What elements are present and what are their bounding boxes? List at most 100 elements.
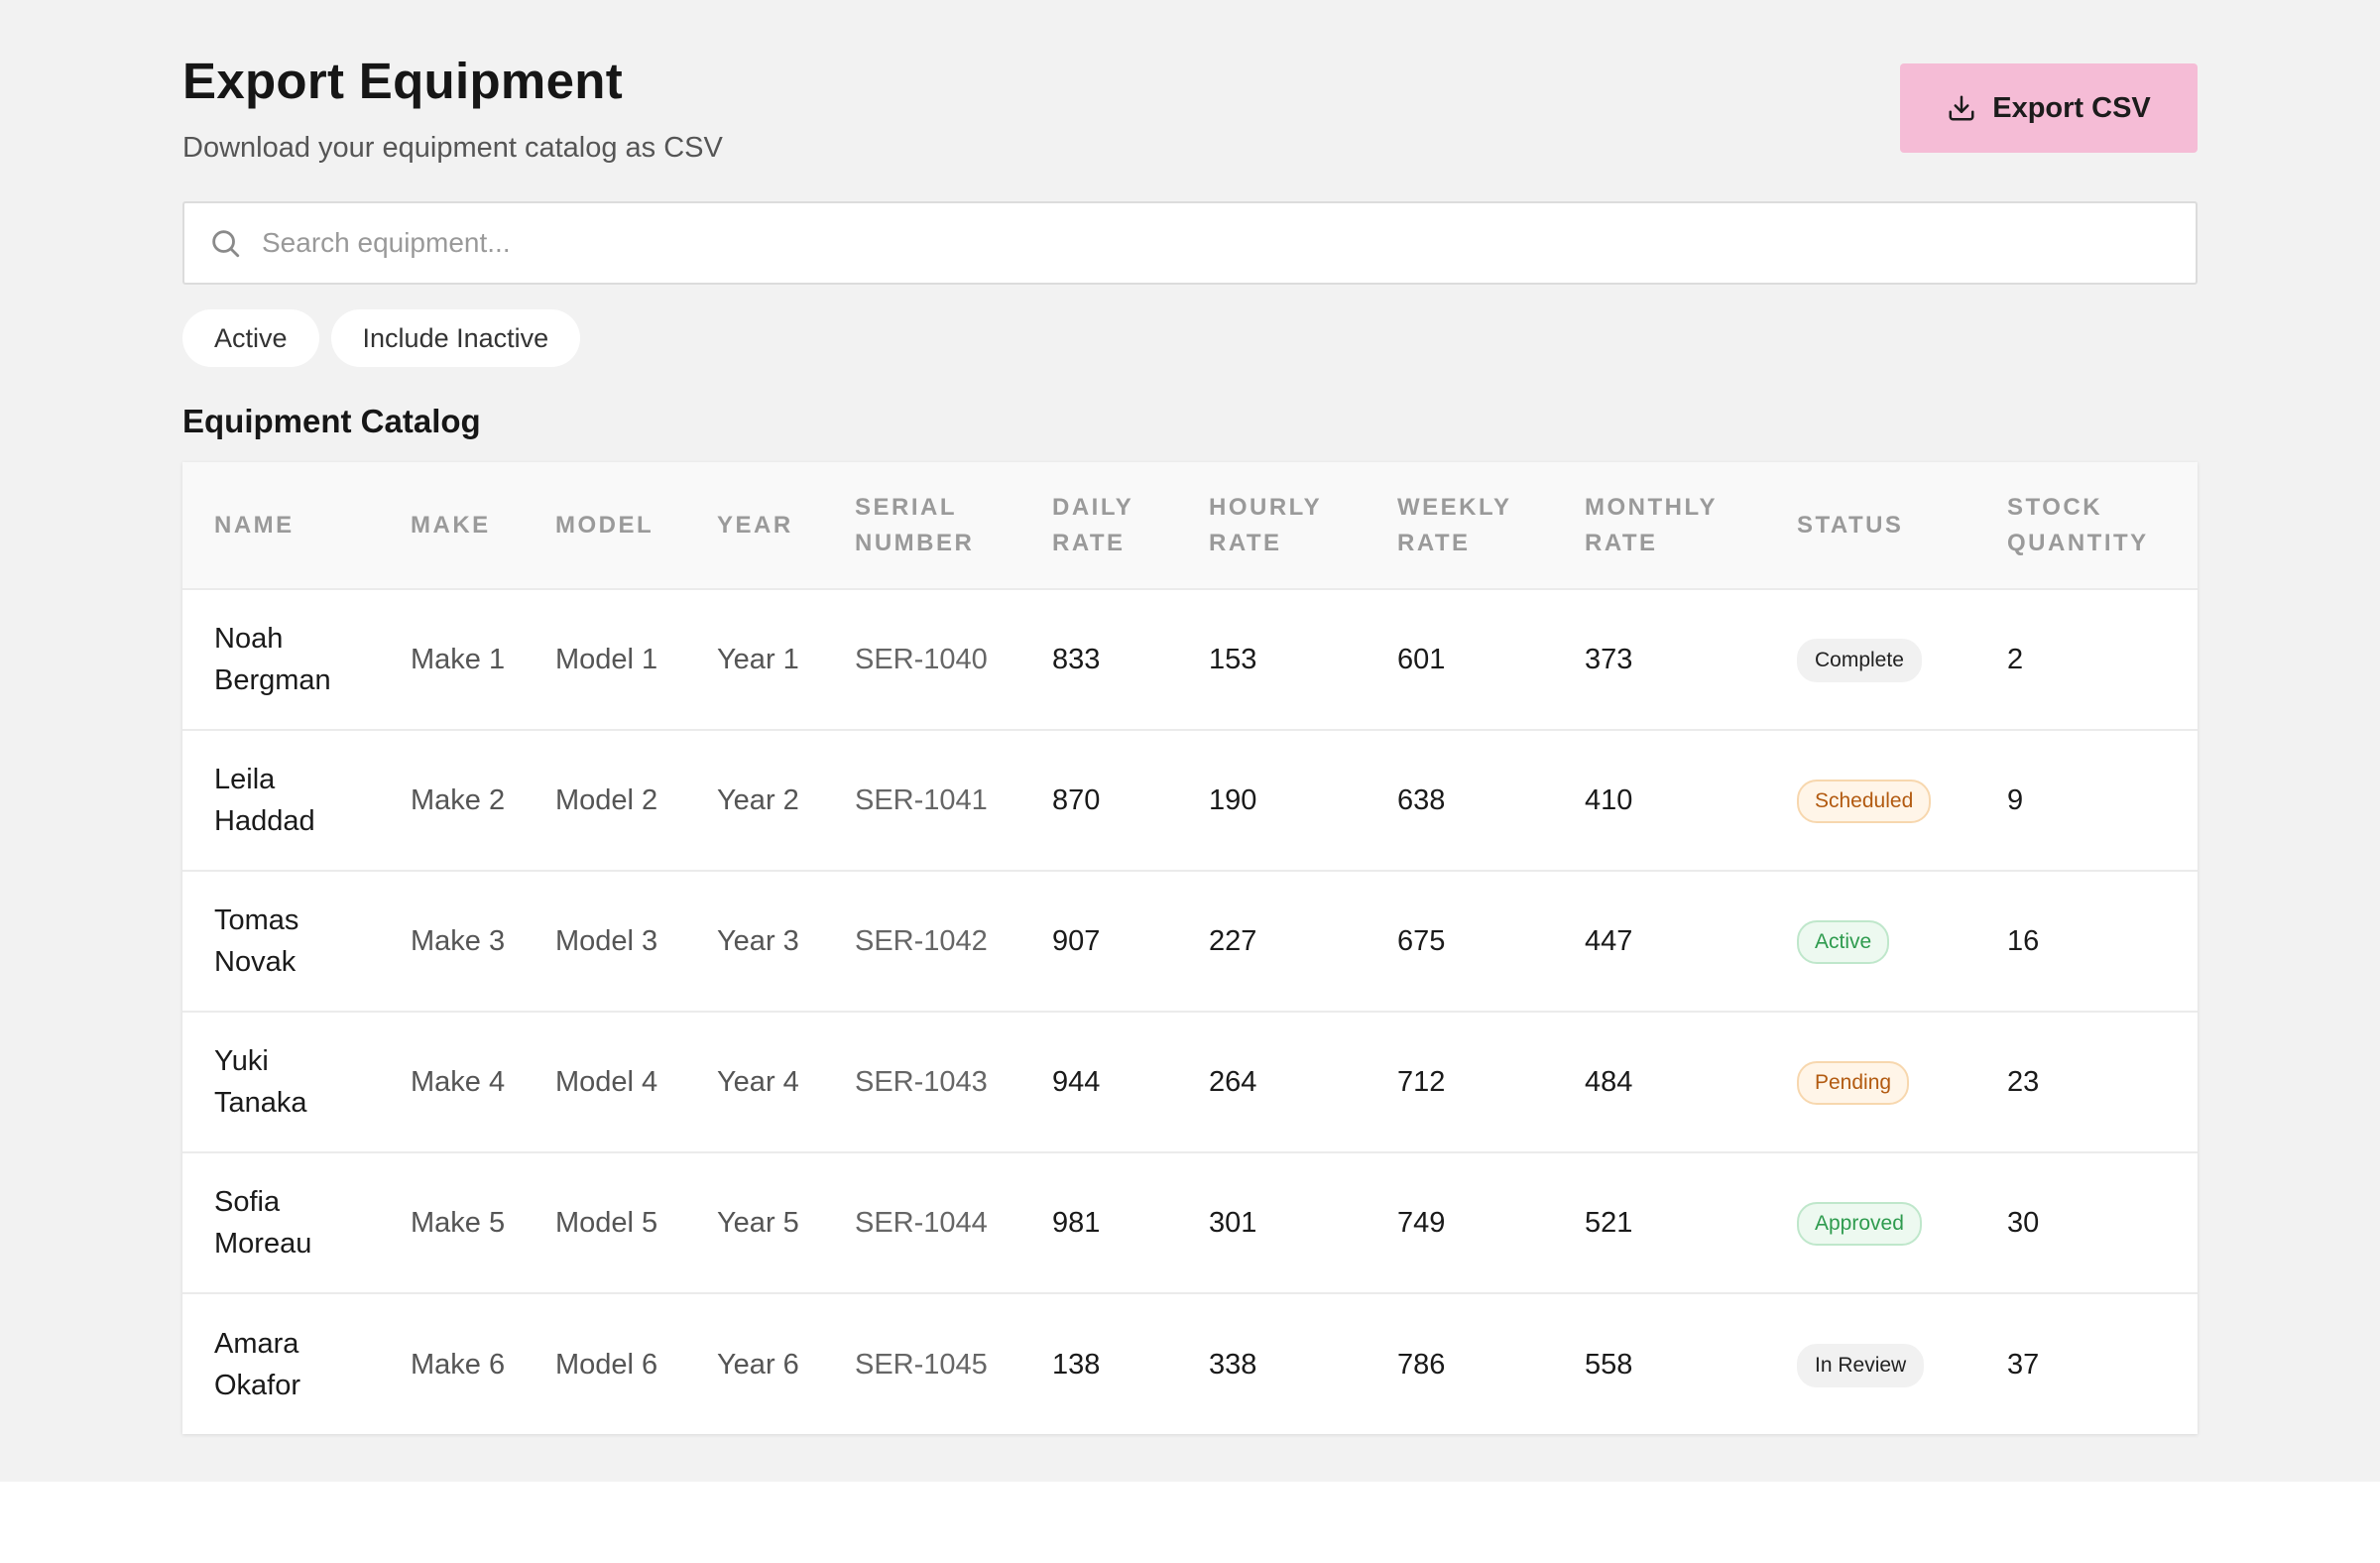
table-row[interactable]: Noah Bergman Make 1 Model 1 Year 1 SER-1… [182, 589, 2198, 730]
cell-model: Model 2 [555, 784, 658, 816]
column-header-monthly-rate[interactable]: Monthly Rate [1585, 493, 1718, 556]
cell-year: Year 6 [717, 1348, 799, 1381]
cell-weekly-rate: 601 [1397, 644, 1446, 675]
search-icon [212, 230, 240, 258]
cell-weekly-rate: 712 [1397, 1066, 1446, 1098]
cell-monthly-rate: 521 [1585, 1207, 1633, 1239]
cell-serial-number: SER-1044 [855, 1207, 988, 1239]
cell-monthly-rate: 410 [1585, 784, 1633, 816]
equipment-table-card: Name Make Model Year Serial Number Daily… [182, 462, 2198, 1434]
cell-serial-number: SER-1040 [855, 644, 988, 675]
cell-hourly-rate: 301 [1209, 1207, 1257, 1239]
cell-status: Scheduled [1765, 730, 1975, 871]
cell-stock-quantity: 23 [2007, 1066, 2040, 1098]
page-subtitle: Download your equipment catalog as CSV [182, 132, 723, 164]
export-csv-label: Export CSV [1992, 91, 2151, 124]
filter-include-inactive-chip[interactable]: Include Inactive [330, 309, 581, 367]
cell-monthly-rate: 484 [1585, 1066, 1633, 1098]
cell-daily-rate: 870 [1052, 784, 1101, 816]
cell-status: Active [1765, 871, 1975, 1012]
cell-stock-quantity: 2 [2007, 644, 2024, 675]
status-badge: Pending [1797, 1061, 1910, 1105]
search-bar [182, 201, 2198, 285]
cell-hourly-rate: 153 [1209, 644, 1257, 675]
column-header-stock-quantity[interactable]: Stock Quantity [2007, 493, 2149, 556]
filter-chips: Active Include Inactive [182, 309, 581, 367]
filter-active-chip[interactable]: Active [182, 309, 319, 367]
cell-hourly-rate: 227 [1209, 925, 1257, 957]
cell-model: Model 1 [555, 644, 658, 675]
column-header-name[interactable]: Name [214, 511, 295, 539]
table-header-row: Name Make Model Year Serial Number Daily… [182, 462, 2198, 589]
cell-serial-number: SER-1041 [855, 784, 988, 816]
table-row[interactable]: Yuki Tanaka Make 4 Model 4 Year 4 SER-10… [182, 1012, 2198, 1152]
cell-daily-rate: 138 [1052, 1348, 1101, 1381]
cell-status: Pending [1765, 1012, 1975, 1152]
cell-year: Year 4 [717, 1066, 799, 1098]
cell-name: Noah Bergman [214, 623, 331, 696]
cell-make: Make 5 [411, 1207, 506, 1239]
table-row[interactable]: Tomas Novak Make 3 Model 3 Year 3 SER-10… [182, 871, 2198, 1012]
cell-monthly-rate: 558 [1585, 1348, 1633, 1381]
column-header-daily-rate[interactable]: Daily Rate [1052, 493, 1133, 556]
cell-status: In Review [1765, 1293, 1975, 1434]
status-badge: Complete [1797, 639, 1922, 682]
cell-monthly-rate: 447 [1585, 925, 1633, 957]
column-header-make[interactable]: Make [411, 511, 491, 539]
table-row[interactable]: Leila Haddad Make 2 Model 2 Year 2 SER-1… [182, 730, 2198, 871]
cell-stock-quantity: 9 [2007, 784, 2024, 816]
status-badge: In Review [1797, 1343, 1925, 1387]
cell-hourly-rate: 264 [1209, 1066, 1257, 1098]
catalog-title: Equipment Catalog [182, 403, 481, 439]
column-header-weekly-rate[interactable]: Weekly Rate [1397, 493, 1512, 556]
cell-daily-rate: 981 [1052, 1207, 1101, 1239]
cell-hourly-rate: 190 [1209, 784, 1257, 816]
cell-make: Make 2 [411, 784, 506, 816]
cell-name: Sofia Moreau [214, 1186, 312, 1260]
column-header-model[interactable]: Model [555, 511, 654, 539]
cell-make: Make 3 [411, 925, 506, 957]
cell-make: Make 4 [411, 1066, 506, 1098]
column-header-status[interactable]: Status [1797, 511, 1904, 539]
column-header-serial-number[interactable]: Serial Number [855, 493, 975, 556]
column-header-year[interactable]: Year [717, 511, 793, 539]
cell-year: Year 1 [717, 644, 799, 675]
status-badge: Approved [1797, 1202, 1922, 1246]
equipment-table: Name Make Model Year Serial Number Daily… [182, 462, 2198, 1434]
status-badge: Scheduled [1797, 780, 1932, 823]
cell-name: Tomas Novak [214, 904, 299, 978]
cell-model: Model 4 [555, 1066, 658, 1098]
cell-serial-number: SER-1042 [855, 925, 988, 957]
cell-name: Leila Haddad [214, 764, 315, 837]
cell-model: Model 3 [555, 925, 658, 957]
export-csv-button[interactable]: Export CSV [1900, 63, 2198, 153]
cell-year: Year 3 [717, 925, 799, 957]
cell-hourly-rate: 338 [1209, 1348, 1257, 1381]
cell-model: Model 6 [555, 1348, 658, 1381]
cell-status: Approved [1765, 1152, 1975, 1293]
table-body: Noah Bergman Make 1 Model 1 Year 1 SER-1… [182, 589, 2198, 1434]
download-icon [1949, 95, 1974, 121]
table-row[interactable]: Sofia Moreau Make 5 Model 5 Year 5 SER-1… [182, 1152, 2198, 1293]
table-row[interactable]: Amara Okafor Make 6 Model 6 Year 6 SER-1… [182, 1293, 2198, 1434]
cell-stock-quantity: 16 [2007, 925, 2040, 957]
status-badge: Active [1797, 920, 1890, 964]
column-header-hourly-rate[interactable]: Hourly Rate [1209, 493, 1322, 556]
cell-weekly-rate: 749 [1397, 1207, 1446, 1239]
cell-make: Make 6 [411, 1348, 506, 1381]
cell-daily-rate: 944 [1052, 1066, 1101, 1098]
cell-status: Complete [1765, 589, 1975, 730]
cell-weekly-rate: 786 [1397, 1348, 1446, 1381]
cell-stock-quantity: 37 [2007, 1348, 2040, 1381]
cell-weekly-rate: 638 [1397, 784, 1446, 816]
cell-make: Make 1 [411, 644, 506, 675]
cell-name: Amara Okafor [214, 1327, 301, 1401]
cell-serial-number: SER-1043 [855, 1066, 988, 1098]
cell-serial-number: SER-1045 [855, 1348, 988, 1381]
cell-daily-rate: 907 [1052, 925, 1101, 957]
cell-year: Year 2 [717, 784, 799, 816]
cell-monthly-rate: 373 [1585, 644, 1633, 675]
search-input[interactable] [262, 227, 2146, 259]
cell-daily-rate: 833 [1052, 644, 1101, 675]
cell-model: Model 5 [555, 1207, 658, 1239]
